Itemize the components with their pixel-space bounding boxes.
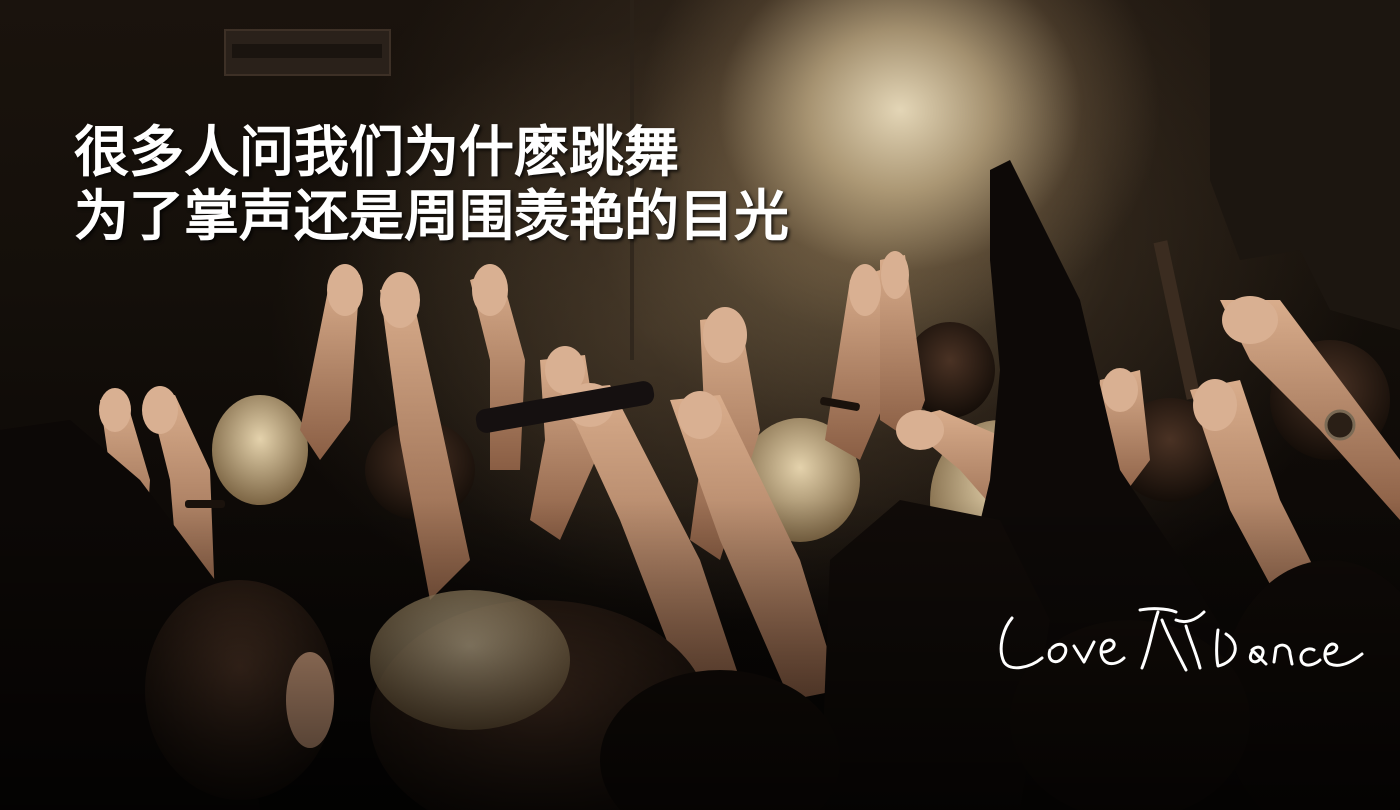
mic-stand (630, 0, 634, 360)
love-dance-logo (999, 607, 1364, 672)
guitar-neck (1153, 240, 1201, 400)
amplifier-grill (232, 44, 382, 58)
headline: 很多人问我们为什麽跳舞 为了掌声还是周围羡艳的目光 (74, 120, 789, 248)
held-object (475, 381, 655, 433)
headline-line-2: 为了掌声还是周围羡艳的目光 (74, 184, 790, 248)
headline-line-1: 很多人问我们为什麽跳舞 (74, 120, 680, 184)
musician-silhouette (1210, 0, 1400, 330)
